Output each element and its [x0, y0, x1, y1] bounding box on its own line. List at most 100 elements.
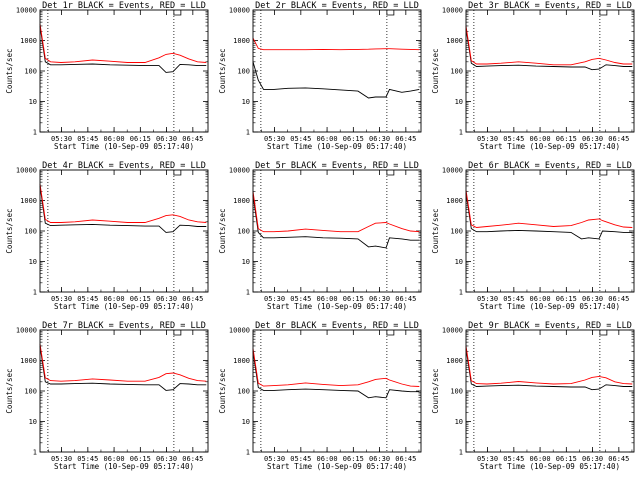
chart-title: Det 1r BLACK = Events, RED = LLD	[42, 1, 206, 11]
x-tick-label: 06:30	[369, 135, 390, 143]
x-tick-label: 06:30	[156, 455, 177, 463]
y-axis-label: Counts/sec	[431, 368, 440, 413]
x-tick-label: 06:15	[130, 135, 151, 143]
y-tick-label: 10000	[442, 7, 463, 15]
y-tick-label: 10	[29, 98, 37, 106]
detector-chart: Det 2r BLACK = Events, RED = LLD 1 10 100 10…	[218, 1, 422, 151]
x-tick-label: 05:45	[77, 135, 98, 143]
x-tick-label: 06:30	[582, 455, 603, 463]
x-tick-label: 06:45	[395, 135, 416, 143]
y-axis-label: Counts/sec	[218, 208, 227, 253]
y-axis-label: Counts/sec	[218, 368, 227, 413]
x-tick-label: 06:15	[556, 295, 577, 303]
y-tick-label: 1000	[233, 197, 250, 205]
y-tick-label: 1000	[446, 357, 463, 365]
x-axis-label: Start Time (10-Sep-09 05:17:40)	[267, 462, 407, 471]
y-tick-label: 1	[246, 449, 250, 457]
detector-chart: Det 3r BLACK = Events, RED = LLD 1 10 100 10…	[431, 1, 635, 151]
y-tick-label: 100	[24, 228, 37, 236]
detector-panel: Det 5r BLACK = Events, RED = LLD 1 10 100 10…	[213, 160, 426, 320]
detector-panel: Det 6r BLACK = Events, RED = LLD 1 10 100 10…	[426, 160, 639, 320]
events-series-line	[252, 61, 420, 99]
x-tick-label: 06:15	[343, 135, 364, 143]
y-tick-label: 1	[33, 129, 37, 137]
interval-bracket	[386, 330, 395, 336]
plot-frame	[252, 9, 422, 133]
lld-series-line	[465, 345, 633, 385]
chart-title: Det 2r BLACK = Events, RED = LLD	[255, 1, 419, 11]
y-tick-label: 10000	[16, 167, 37, 175]
y-tick-label: 10	[455, 98, 463, 106]
detector-panel: Det 4r BLACK = Events, RED = LLD 1 10 100 10…	[0, 160, 213, 320]
x-tick-label: 06:00	[530, 135, 551, 143]
x-tick-label: 05:45	[77, 295, 98, 303]
y-tick-label: 1	[459, 449, 463, 457]
detector-panel: Det 3r BLACK = Events, RED = LLD 1 10 100 10…	[426, 0, 639, 160]
x-tick-label: 06:30	[369, 295, 390, 303]
x-tick-label: 06:15	[556, 135, 577, 143]
detector-chart: Det 1r BLACK = Events, RED = LLD 1 10 100 10…	[5, 1, 209, 151]
detector-panel: Det 8r BLACK = Events, RED = LLD 1 10 100 10…	[213, 320, 426, 480]
x-tick-label: 06:00	[317, 135, 338, 143]
x-tick-label: 06:00	[104, 455, 125, 463]
events-series-line	[252, 195, 420, 249]
y-tick-label: 10000	[229, 7, 250, 15]
x-tick-label: 06:00	[104, 295, 125, 303]
y-tick-label: 1000	[446, 37, 463, 45]
y-tick-label: 1	[459, 289, 463, 297]
plot-frame	[252, 169, 422, 293]
y-tick-label: 10000	[442, 327, 463, 335]
detector-panel: Det 9r BLACK = Events, RED = LLD 1 10 100 10…	[426, 320, 639, 480]
y-axis-label: Counts/sec	[5, 48, 14, 93]
x-tick-label: 06:00	[317, 455, 338, 463]
x-axis-label: Start Time (10-Sep-09 05:17:40)	[480, 302, 620, 311]
x-tick-label: 06:15	[343, 295, 364, 303]
y-tick-label: 10	[242, 418, 250, 426]
lld-series-line	[252, 191, 420, 233]
events-series-line	[465, 192, 633, 240]
x-tick-label: 06:00	[104, 135, 125, 143]
lld-series-line	[39, 343, 207, 382]
x-axis-label: Start Time (10-Sep-09 05:17:40)	[267, 142, 407, 151]
x-axis-label: Start Time (10-Sep-09 05:17:40)	[54, 462, 194, 471]
x-axis-label: Start Time (10-Sep-09 05:17:40)	[480, 142, 620, 151]
y-tick-label: 1	[246, 129, 250, 137]
x-tick-label: 05:45	[77, 455, 98, 463]
y-tick-label: 1000	[20, 197, 37, 205]
detector-chart: Det 4r BLACK = Events, RED = LLD 1 10 100 10…	[5, 161, 209, 311]
x-tick-label: 05:30	[477, 455, 498, 463]
plot-frame	[465, 9, 635, 133]
x-tick-label: 05:30	[264, 295, 285, 303]
y-tick-label: 10000	[442, 167, 463, 175]
x-tick-label: 06:45	[608, 455, 629, 463]
y-tick-label: 1	[246, 289, 250, 297]
interval-bracket	[173, 330, 182, 336]
x-tick-label: 05:45	[503, 295, 524, 303]
chart-title: Det 6r BLACK = Events, RED = LLD	[468, 161, 632, 171]
x-tick-label: 06:30	[156, 295, 177, 303]
y-tick-label: 100	[237, 228, 250, 236]
plot-frame	[465, 169, 635, 293]
y-tick-label: 10000	[229, 167, 250, 175]
y-tick-label: 10	[242, 98, 250, 106]
y-tick-label: 10000	[229, 327, 250, 335]
y-tick-label: 10	[455, 258, 463, 266]
detector-chart: Det 5r BLACK = Events, RED = LLD 1 10 100 10…	[218, 161, 422, 311]
y-tick-label: 10	[29, 258, 37, 266]
y-tick-label: 1	[33, 449, 37, 457]
x-tick-label: 06:45	[182, 455, 203, 463]
interval-bracket	[386, 10, 395, 16]
chart-title: Det 7r BLACK = Events, RED = LLD	[42, 321, 206, 331]
y-tick-label: 100	[237, 388, 250, 396]
interval-bracket	[599, 170, 608, 176]
x-tick-label: 06:15	[343, 455, 364, 463]
y-tick-label: 1	[459, 129, 463, 137]
x-tick-label: 05:30	[264, 135, 285, 143]
y-tick-label: 1000	[446, 197, 463, 205]
events-series-line	[252, 351, 420, 399]
chart-title: Det 8r BLACK = Events, RED = LLD	[255, 321, 419, 331]
chart-title: Det 5r BLACK = Events, RED = LLD	[255, 161, 419, 171]
y-tick-label: 10	[242, 258, 250, 266]
lld-series-line	[465, 190, 633, 228]
x-tick-label: 06:45	[395, 295, 416, 303]
